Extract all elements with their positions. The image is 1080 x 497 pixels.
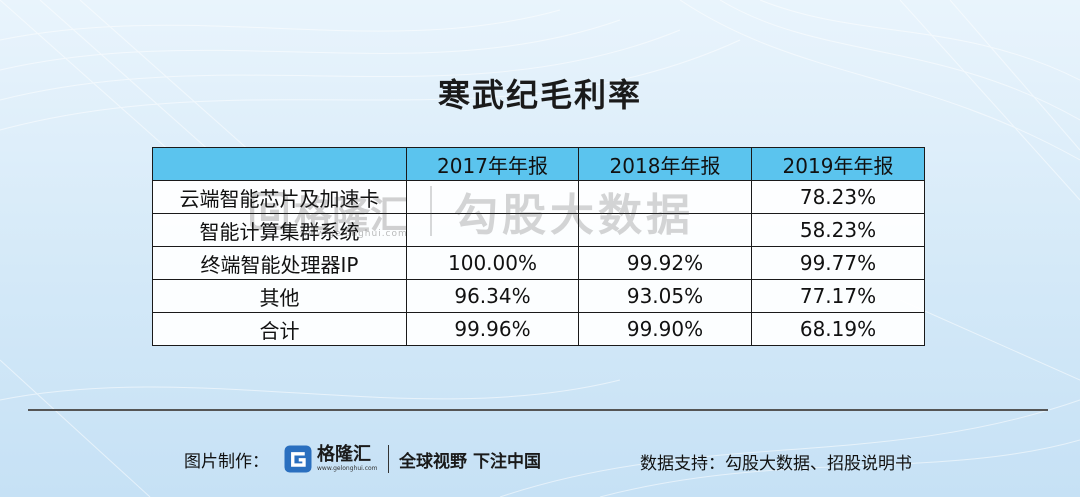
table-header-2017: 2017年年报 bbox=[406, 147, 579, 181]
footer: 图片制作： 格隆汇 www.gelonghui.com 全球视野 下注中国 数据… bbox=[0, 436, 1080, 476]
data-source: 数据支持：勾股大数据、招股说明书 bbox=[640, 454, 912, 474]
table-cell: 68.19% bbox=[751, 312, 925, 346]
footer-divider bbox=[28, 409, 1048, 411]
table-row: 合计 99.96% 99.90% 68.19% bbox=[152, 312, 925, 346]
made-by-label: 图片制作： bbox=[184, 451, 269, 472]
footer-credit: 图片制作： 格隆汇 www.gelonghui.com 全球视野 下注中国 bbox=[184, 444, 541, 474]
table-cell bbox=[578, 213, 752, 247]
logo-url: www.gelonghui.com bbox=[317, 465, 378, 472]
table-cell: 99.90% bbox=[578, 312, 752, 346]
page-title: 寒武纪毛利率 bbox=[437, 76, 642, 114]
row-label: 智能计算集群系统 bbox=[152, 213, 407, 247]
table-cell: 93.05% bbox=[578, 279, 752, 313]
table-header-2018: 2018年年报 bbox=[578, 147, 752, 181]
table-header-corner bbox=[152, 147, 407, 181]
table-cell: 77.17% bbox=[751, 279, 925, 313]
gross-margin-table: 2017年年报 2018年年报 2019年年报 云端智能芯片及加速卡 78.23… bbox=[152, 147, 925, 346]
table-cell: 99.77% bbox=[751, 246, 925, 280]
table-cell: 96.34% bbox=[406, 279, 579, 313]
table-row: 其他 96.34% 93.05% 77.17% bbox=[152, 279, 925, 313]
table-row: 云端智能芯片及加速卡 78.23% bbox=[152, 180, 925, 214]
row-label: 合计 bbox=[152, 312, 407, 346]
row-label: 云端智能芯片及加速卡 bbox=[152, 180, 407, 214]
gelonghui-logo-icon bbox=[284, 445, 312, 473]
table-cell: 99.96% bbox=[406, 312, 579, 346]
table-header-2019: 2019年年报 bbox=[751, 147, 925, 181]
table-cell bbox=[406, 180, 579, 214]
table-cell bbox=[578, 180, 752, 214]
table-row: 终端智能处理器IP 100.00% 99.92% 99.77% bbox=[152, 246, 925, 280]
table-cell bbox=[406, 213, 579, 247]
row-label: 终端智能处理器IP bbox=[152, 246, 407, 280]
table-header-row: 2017年年报 2018年年报 2019年年报 bbox=[152, 147, 925, 181]
logo-separator bbox=[387, 445, 390, 473]
table-cell: 58.23% bbox=[751, 213, 925, 247]
gelonghui-logo: 格隆汇 www.gelonghui.com bbox=[283, 444, 378, 474]
table-cell: 100.00% bbox=[406, 246, 579, 280]
logo-name: 格隆汇 bbox=[317, 444, 371, 465]
row-label: 其他 bbox=[152, 279, 407, 313]
watermark-url: www.gelonghui.com bbox=[300, 229, 408, 239]
slogan: 全球视野 下注中国 bbox=[399, 451, 541, 472]
table-cell: 99.92% bbox=[578, 246, 752, 280]
table-cell: 78.23% bbox=[751, 180, 925, 214]
table-row: 智能计算集群系统 58.23% bbox=[152, 213, 925, 247]
